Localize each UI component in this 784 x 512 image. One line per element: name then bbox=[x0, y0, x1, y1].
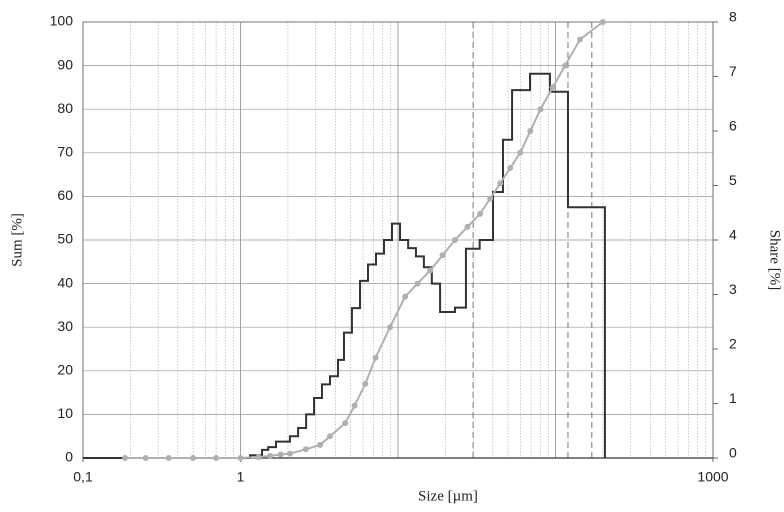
histogram-bar bbox=[480, 240, 493, 458]
y2-tick-label: 2 bbox=[729, 336, 737, 352]
y-tick-label: 100 bbox=[50, 13, 74, 29]
cumulative-point bbox=[451, 237, 458, 243]
cumulative-point bbox=[464, 223, 471, 230]
y2-tick-label: 5 bbox=[729, 172, 737, 188]
histogram-bar bbox=[432, 284, 440, 458]
histogram-bar bbox=[550, 92, 568, 458]
y2-tick-label: 6 bbox=[729, 118, 737, 134]
histogram-bar bbox=[568, 207, 580, 458]
cumulative-point bbox=[351, 402, 358, 409]
histogram-bar bbox=[455, 308, 466, 458]
histogram-bar bbox=[314, 398, 322, 458]
histogram-bar bbox=[330, 376, 338, 458]
y2-tick-label: 4 bbox=[729, 227, 737, 243]
histogram-bar bbox=[493, 192, 503, 458]
histogram-bar bbox=[322, 384, 330, 458]
cumulative-point bbox=[517, 149, 524, 156]
cumulative-point bbox=[122, 455, 129, 461]
cumulative-point bbox=[527, 128, 534, 134]
cumulative-point bbox=[497, 180, 504, 187]
cumulative-point bbox=[342, 420, 349, 427]
cumulative-point bbox=[549, 84, 556, 91]
y-tick-label: 50 bbox=[57, 231, 73, 247]
cumulative-point bbox=[237, 455, 244, 461]
cumulative-point bbox=[414, 280, 421, 287]
cumulative-point bbox=[326, 433, 333, 440]
histogram-bar bbox=[408, 248, 416, 458]
cumulative-point bbox=[277, 451, 284, 458]
cumulative-point bbox=[286, 450, 293, 457]
y-tick-label: 70 bbox=[57, 144, 73, 160]
cumulative-point bbox=[487, 195, 494, 202]
y2-axis-label: Share [%] bbox=[767, 230, 783, 290]
y-tick-label: 30 bbox=[57, 318, 73, 334]
histogram-bar bbox=[298, 428, 306, 458]
histogram-bar bbox=[512, 90, 522, 458]
histogram-bar bbox=[416, 256, 424, 458]
y-axis-label: Sum [%] bbox=[9, 213, 25, 267]
cumulative-point bbox=[142, 455, 149, 461]
y-tick-label: 90 bbox=[57, 56, 73, 72]
cumulative-point bbox=[387, 324, 394, 331]
y-tick-label: 10 bbox=[57, 405, 73, 421]
cumulative-point bbox=[537, 106, 544, 113]
y2-tick-label: 1 bbox=[729, 390, 737, 406]
histogram-bar bbox=[352, 308, 360, 458]
cumulative-point bbox=[190, 455, 197, 461]
cumulative-point bbox=[317, 441, 324, 448]
cumulative-point bbox=[372, 354, 379, 361]
cumulative-point bbox=[439, 252, 446, 259]
y-tick-label: 20 bbox=[57, 362, 73, 378]
cumulative-point bbox=[507, 165, 514, 172]
cumulative-point bbox=[362, 380, 369, 387]
histogram-bar bbox=[580, 207, 605, 458]
histogram-bar bbox=[466, 249, 480, 458]
cumulative-point bbox=[402, 293, 409, 300]
y2-tick-label: 3 bbox=[729, 281, 737, 297]
histogram-bar bbox=[424, 267, 432, 458]
cumulative-point bbox=[267, 452, 274, 459]
histogram-bar bbox=[384, 240, 392, 458]
y2-tick-label: 7 bbox=[729, 63, 737, 79]
y2-tick-label: 8 bbox=[729, 9, 737, 25]
histogram-bar bbox=[503, 140, 512, 458]
cumulative-point bbox=[255, 454, 262, 461]
cumulative-point bbox=[165, 455, 172, 461]
y-tick-label: 40 bbox=[57, 274, 73, 290]
histogram-outline bbox=[83, 72, 606, 459]
cumulative-point bbox=[576, 36, 583, 43]
y-tick-label: 80 bbox=[57, 100, 73, 116]
x-tick-label: 1 bbox=[237, 469, 245, 485]
cumulative-point bbox=[599, 19, 606, 25]
cumulative-point bbox=[213, 455, 220, 461]
histogram-bar bbox=[344, 333, 352, 458]
x-axis-label: Size [µm] bbox=[418, 488, 478, 504]
y-tick-label: 60 bbox=[57, 187, 73, 203]
cumulative-point bbox=[302, 446, 309, 453]
cumulative-point bbox=[477, 210, 484, 217]
histogram-bar bbox=[360, 281, 368, 458]
cumulative-point bbox=[562, 62, 569, 69]
histogram-bar bbox=[392, 224, 400, 458]
x-tick-label: 1000 bbox=[697, 469, 728, 485]
histogram-bar bbox=[400, 240, 408, 458]
histogram-bar bbox=[440, 312, 455, 458]
y2-tick-label: 0 bbox=[729, 445, 737, 461]
cumulative-point bbox=[427, 267, 434, 274]
histogram-bar bbox=[338, 360, 344, 458]
y-tick-label: 0 bbox=[65, 449, 73, 465]
x-tick-label: 0,1 bbox=[73, 469, 93, 485]
